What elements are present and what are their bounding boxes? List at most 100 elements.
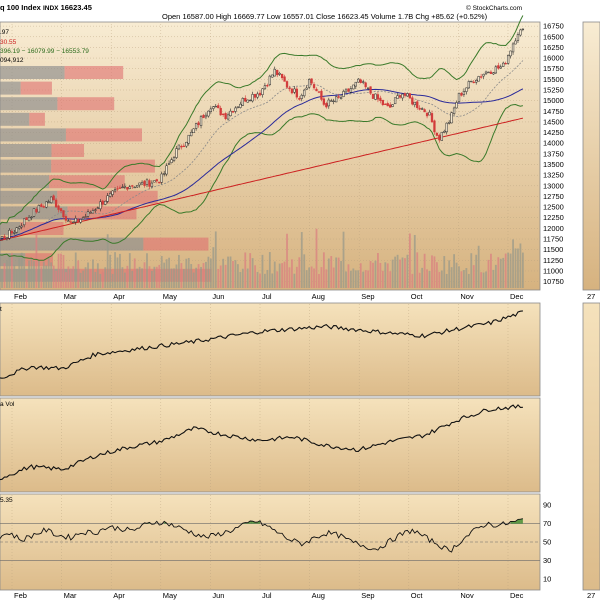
close-value: 16623.45	[337, 12, 368, 21]
volume-bar	[303, 254, 305, 288]
volume-bar	[308, 267, 310, 288]
volume-bar	[335, 257, 337, 288]
volume-bar	[355, 270, 357, 288]
volume-bar	[99, 274, 101, 288]
candle-body	[407, 94, 409, 96]
volume-bar	[50, 262, 52, 288]
volume-bar	[348, 264, 350, 288]
candle-body	[323, 99, 325, 105]
volume-bar	[180, 263, 182, 288]
candle-body	[409, 94, 411, 99]
candle-body	[58, 206, 60, 210]
volume-bar	[416, 252, 418, 288]
candle-body	[453, 108, 455, 114]
month-tick-label-bottom: Nov	[460, 591, 474, 600]
volume-bar	[168, 258, 170, 288]
candle-body	[254, 94, 256, 97]
volume-bar	[217, 269, 219, 288]
candle-body	[1, 236, 3, 238]
candle-body	[53, 196, 55, 200]
volume-bar	[411, 274, 413, 288]
panel2-label: t	[0, 306, 2, 313]
volume-bar	[158, 265, 160, 288]
candle-body	[330, 101, 332, 102]
volume-bar	[399, 260, 401, 288]
candle-body	[195, 124, 197, 129]
volume-bar	[188, 258, 190, 288]
vbp-bar-down	[57, 97, 114, 110]
volume-bar	[281, 263, 283, 288]
volume-bar	[271, 273, 273, 288]
candle-body	[340, 97, 342, 98]
header-title: q 100 Index	[0, 3, 42, 12]
month-tick-label-bottom: Mar	[64, 591, 77, 600]
candle-body	[281, 74, 283, 78]
candle-body	[478, 76, 480, 81]
price-tick-label: 13250	[543, 171, 564, 180]
volume-bar	[333, 268, 335, 288]
volume-bar	[468, 274, 470, 288]
candle-body	[77, 219, 79, 221]
candle-body	[461, 93, 463, 95]
volume-bar	[94, 272, 96, 288]
candle-body	[82, 218, 84, 219]
month-tick-label: Feb	[14, 292, 27, 301]
volume-bar	[274, 262, 276, 288]
volume-bar	[36, 233, 38, 288]
volume-bar	[176, 265, 178, 288]
candle-body	[318, 92, 320, 93]
volume-bar	[438, 272, 440, 288]
volume-bar	[409, 233, 411, 288]
low-label: Low	[267, 12, 281, 21]
month-tick-label: Jun	[212, 292, 224, 301]
volume-bar	[328, 259, 330, 288]
candle-body	[183, 146, 185, 147]
candle-body	[249, 100, 251, 101]
rsi-tick-label: 90	[543, 501, 551, 510]
volume-bar	[129, 253, 131, 288]
candle-body	[21, 226, 23, 227]
volume-bar	[436, 262, 438, 288]
month-tick-label-bottom: Aug	[312, 591, 325, 600]
volume-bar	[67, 266, 69, 288]
price-tick-label: 15000	[543, 96, 564, 105]
price-y-axis: 1075011000112501150011750120001225012500…	[543, 22, 564, 584]
candle-body	[200, 116, 202, 125]
volume-bar	[490, 254, 492, 288]
candle-body	[311, 79, 313, 83]
volume-bar	[362, 272, 364, 288]
month-tick-label-bottom: Feb	[14, 591, 27, 600]
price-tick-label: 14500	[543, 117, 564, 126]
volume-bar	[185, 259, 187, 288]
volume-bar	[11, 253, 13, 288]
volume-bar	[387, 263, 389, 288]
volume-bar	[112, 274, 114, 288]
candle-body	[438, 135, 440, 140]
price-tick-label: 13500	[543, 160, 564, 169]
candle-body	[399, 95, 401, 97]
volume-bar	[119, 254, 121, 288]
candle-body	[122, 187, 124, 188]
volume-bar	[58, 254, 60, 288]
volume-bar	[252, 258, 254, 288]
price-tick-label: 12250	[543, 213, 564, 222]
volume-bar	[306, 270, 308, 288]
volume-bar	[414, 235, 416, 288]
volume-bar	[392, 260, 394, 288]
volume-bar	[407, 255, 409, 288]
volume-bar	[338, 258, 340, 288]
volume-bar	[55, 271, 57, 288]
volume-bar	[289, 267, 291, 288]
volume-bar	[109, 255, 111, 288]
candle-body	[448, 122, 450, 123]
volume-bar	[87, 263, 89, 288]
price-tick-label: 14250	[543, 128, 564, 137]
vbp-bar-up	[0, 66, 65, 79]
month-tick-label-bottom: Apr	[113, 591, 125, 600]
candle-body	[421, 109, 423, 110]
high-label: High	[216, 12, 231, 21]
volume-bar	[146, 253, 148, 288]
volume-bar	[473, 265, 475, 288]
month-tick-label-bottom: Oct	[411, 591, 424, 600]
